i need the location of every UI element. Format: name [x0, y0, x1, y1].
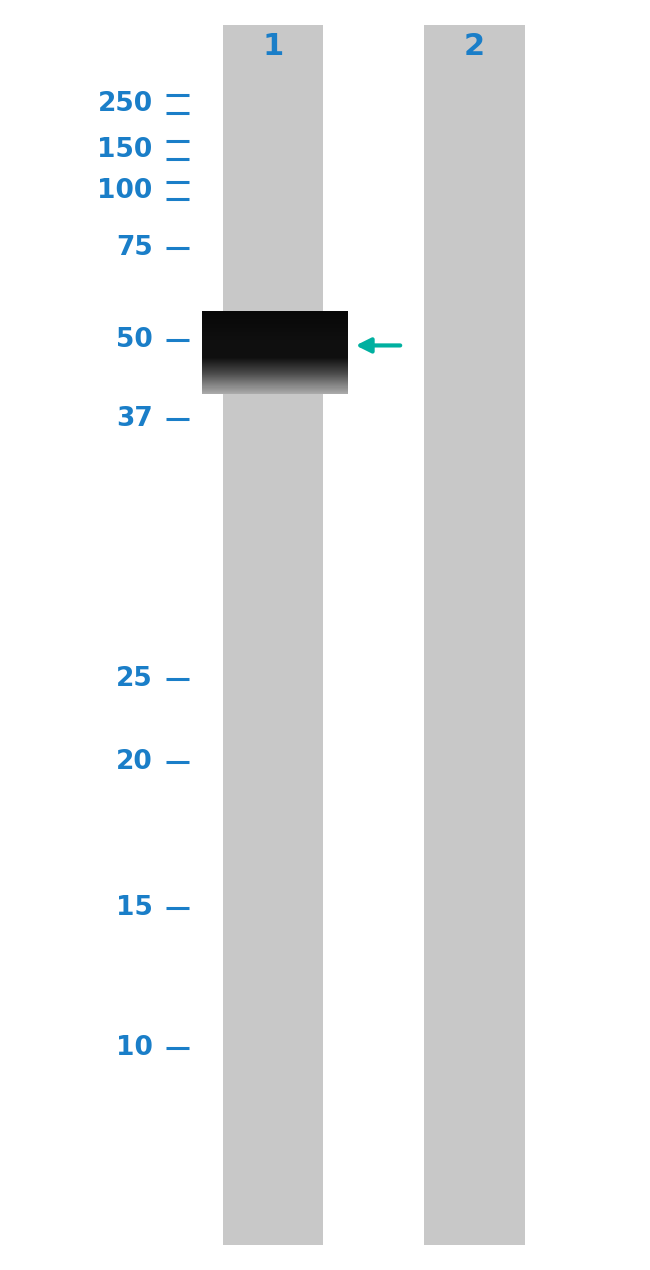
- Text: 100: 100: [98, 178, 153, 203]
- Text: 250: 250: [98, 91, 153, 117]
- Text: 10: 10: [116, 1035, 153, 1060]
- Text: 20: 20: [116, 749, 153, 775]
- Text: 37: 37: [116, 406, 153, 432]
- Text: 150: 150: [98, 137, 153, 163]
- Bar: [424, 25, 525, 1245]
- Bar: [222, 25, 323, 1245]
- Text: 15: 15: [116, 895, 153, 921]
- Text: 1: 1: [263, 32, 283, 61]
- Text: 50: 50: [116, 328, 153, 353]
- Text: 25: 25: [116, 667, 153, 692]
- Text: 2: 2: [464, 32, 485, 61]
- Text: 75: 75: [116, 235, 153, 260]
